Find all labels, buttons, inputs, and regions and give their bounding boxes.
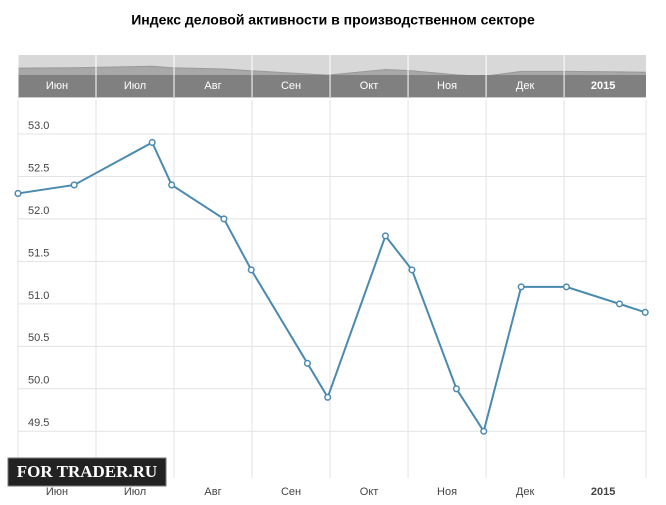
y-tick-label: 50.0	[28, 375, 49, 387]
data-point	[148, 138, 156, 147]
y-tick-label: 51.0	[28, 290, 49, 302]
x-tick-label: Июн	[46, 486, 68, 498]
data-point	[641, 308, 649, 316]
series-line	[17, 141, 646, 434]
data-point	[408, 266, 416, 274]
navigator-strip	[18, 75, 646, 97]
y-tick-label: 52.5	[28, 162, 49, 174]
data-point	[247, 266, 255, 274]
x-tick-label: Ноя	[437, 486, 457, 498]
navigator-label: Окт	[360, 80, 379, 92]
data-point	[220, 215, 228, 223]
y-tick-label: 52.0	[28, 205, 49, 217]
data-point	[70, 181, 78, 189]
watermark-box	[7, 457, 167, 487]
navigator-label: 2015	[591, 80, 615, 92]
data-point	[324, 393, 332, 401]
x-tick-label: Июл	[124, 486, 146, 498]
x-tick-label: Сен	[281, 486, 301, 498]
data-point	[452, 385, 460, 393]
data-point	[381, 232, 389, 240]
navigator-label: Сен	[281, 80, 301, 92]
watermark-text: FOR TRADER.RU	[17, 462, 157, 481]
y-tick-label: 49.5	[28, 417, 49, 429]
navigator-label: Июн	[46, 80, 68, 92]
y-tick-label: 53.0	[28, 120, 49, 132]
x-tick-label: Окт	[360, 486, 379, 498]
data-point	[14, 189, 22, 197]
data-point	[615, 300, 624, 308]
y-tick-label: 51.5	[28, 247, 49, 259]
data-point	[480, 427, 488, 435]
data-point	[562, 283, 570, 291]
x-tick-label: 2015	[591, 486, 615, 498]
data-point	[517, 283, 525, 291]
data-point	[168, 181, 176, 189]
chart-title: Индекс деловой активности в производстве…	[131, 12, 535, 28]
x-tick-label: Дек	[516, 486, 535, 498]
navigator-label: Ноя	[437, 80, 457, 92]
data-point	[303, 359, 311, 367]
y-tick-label: 50.5	[28, 332, 49, 344]
x-tick-label: Авг	[204, 486, 221, 498]
navigator-label: Дек	[516, 80, 535, 92]
navigator-label: Авг	[204, 80, 221, 92]
navigator-label: Июл	[124, 80, 146, 92]
